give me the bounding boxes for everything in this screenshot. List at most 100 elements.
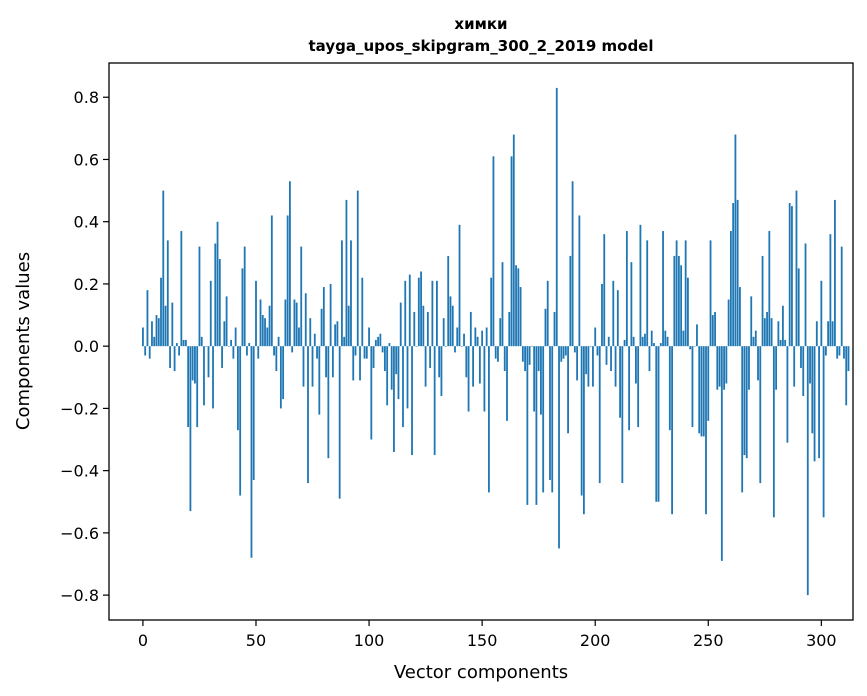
bar-305 — [831, 321, 834, 347]
bar-53 — [261, 315, 264, 347]
bar-299 — [818, 346, 820, 459]
bar-282 — [779, 339, 782, 347]
bar-101 — [370, 346, 373, 440]
bar-310 — [843, 346, 845, 359]
bar-32 — [214, 243, 217, 347]
bar-141 — [460, 346, 463, 347]
bar-72 — [304, 293, 307, 347]
bar-198 — [589, 346, 592, 347]
bar-233 — [668, 346, 671, 431]
bar-249 — [705, 346, 707, 515]
bar-262 — [734, 134, 737, 347]
bar-111 — [393, 346, 395, 452]
bar-273 — [759, 346, 762, 484]
bar-221 — [641, 336, 644, 347]
bar-19 — [184, 339, 187, 347]
bar-33 — [216, 221, 219, 347]
bar-63 — [284, 299, 287, 347]
bar-84 — [331, 346, 334, 378]
bar-23 — [194, 346, 196, 384]
bar-24 — [196, 346, 199, 428]
bar-292 — [802, 346, 805, 396]
bar-279 — [772, 346, 775, 518]
bar-159 — [501, 262, 504, 347]
bar-257 — [723, 346, 726, 390]
bar-229 — [659, 343, 662, 347]
bar-105 — [379, 333, 382, 347]
bar-288 — [793, 346, 796, 387]
bar-145 — [469, 311, 472, 347]
bar-246 — [698, 346, 701, 434]
bar-134 — [445, 346, 447, 347]
bar-243 — [691, 346, 694, 428]
bar-228 — [657, 346, 660, 502]
bar-13 — [171, 302, 174, 347]
bar-162 — [508, 311, 511, 347]
bar-100 — [368, 327, 370, 347]
bar-127 — [429, 346, 432, 368]
y-tick-label: −0.8 — [60, 586, 99, 605]
bar-266 — [743, 346, 746, 456]
bar-178 — [544, 308, 547, 347]
bar-132 — [440, 346, 443, 396]
bar-174 — [535, 346, 538, 505]
bar-308 — [838, 346, 841, 356]
bar-39 — [230, 339, 233, 347]
x-tick-label: 0 — [138, 631, 148, 650]
bar-295 — [809, 346, 811, 384]
bar-160 — [503, 346, 506, 372]
bar-155 — [492, 156, 495, 347]
bar-122 — [417, 277, 420, 347]
bar-96 — [359, 346, 361, 381]
x-tick-label: 50 — [246, 631, 266, 650]
bar-215 — [628, 346, 631, 431]
bar-10 — [164, 305, 167, 347]
bar-55 — [266, 327, 269, 347]
bar-9 — [162, 190, 165, 347]
bar-14 — [173, 346, 176, 372]
bar-154 — [490, 277, 493, 347]
bar-230 — [662, 231, 664, 347]
bar-128 — [431, 280, 434, 347]
bar-272 — [757, 346, 759, 381]
bar-259 — [727, 299, 730, 347]
bar-104 — [377, 336, 380, 347]
x-tick-label: 250 — [693, 631, 724, 650]
bar-170 — [526, 346, 529, 505]
bar-59 — [275, 346, 278, 372]
bar-107 — [383, 346, 386, 372]
bars-group — [142, 87, 850, 596]
bar-15 — [175, 343, 178, 347]
bar-287 — [791, 206, 793, 347]
bar-247 — [700, 346, 703, 437]
bar-224 — [648, 346, 651, 372]
bar-204 — [603, 234, 606, 347]
bar-188 — [567, 346, 569, 434]
bar-18 — [182, 339, 185, 347]
bar-153 — [488, 346, 490, 493]
bar-219 — [637, 346, 640, 428]
bar-218 — [635, 346, 637, 384]
bar-255 — [718, 346, 721, 387]
bar-211 — [619, 346, 621, 418]
bar-260 — [729, 231, 732, 347]
bar-214 — [625, 231, 628, 347]
bar-267 — [745, 346, 748, 459]
bar-227 — [655, 346, 658, 502]
bar-169 — [524, 346, 526, 372]
bar-237 — [677, 255, 680, 347]
bar-16 — [178, 346, 181, 356]
bar-68 — [295, 302, 298, 347]
bar-70 — [300, 246, 303, 347]
bar-286 — [788, 203, 791, 347]
bar-137 — [451, 305, 454, 347]
bar-293 — [804, 243, 807, 347]
bar-181 — [551, 346, 554, 493]
bar-209 — [614, 346, 617, 387]
bar-278 — [770, 318, 773, 347]
bar-112 — [395, 346, 398, 375]
bar-210 — [616, 290, 619, 347]
bar-29 — [207, 346, 210, 378]
bar-42 — [237, 346, 239, 431]
bar-240 — [684, 240, 687, 347]
